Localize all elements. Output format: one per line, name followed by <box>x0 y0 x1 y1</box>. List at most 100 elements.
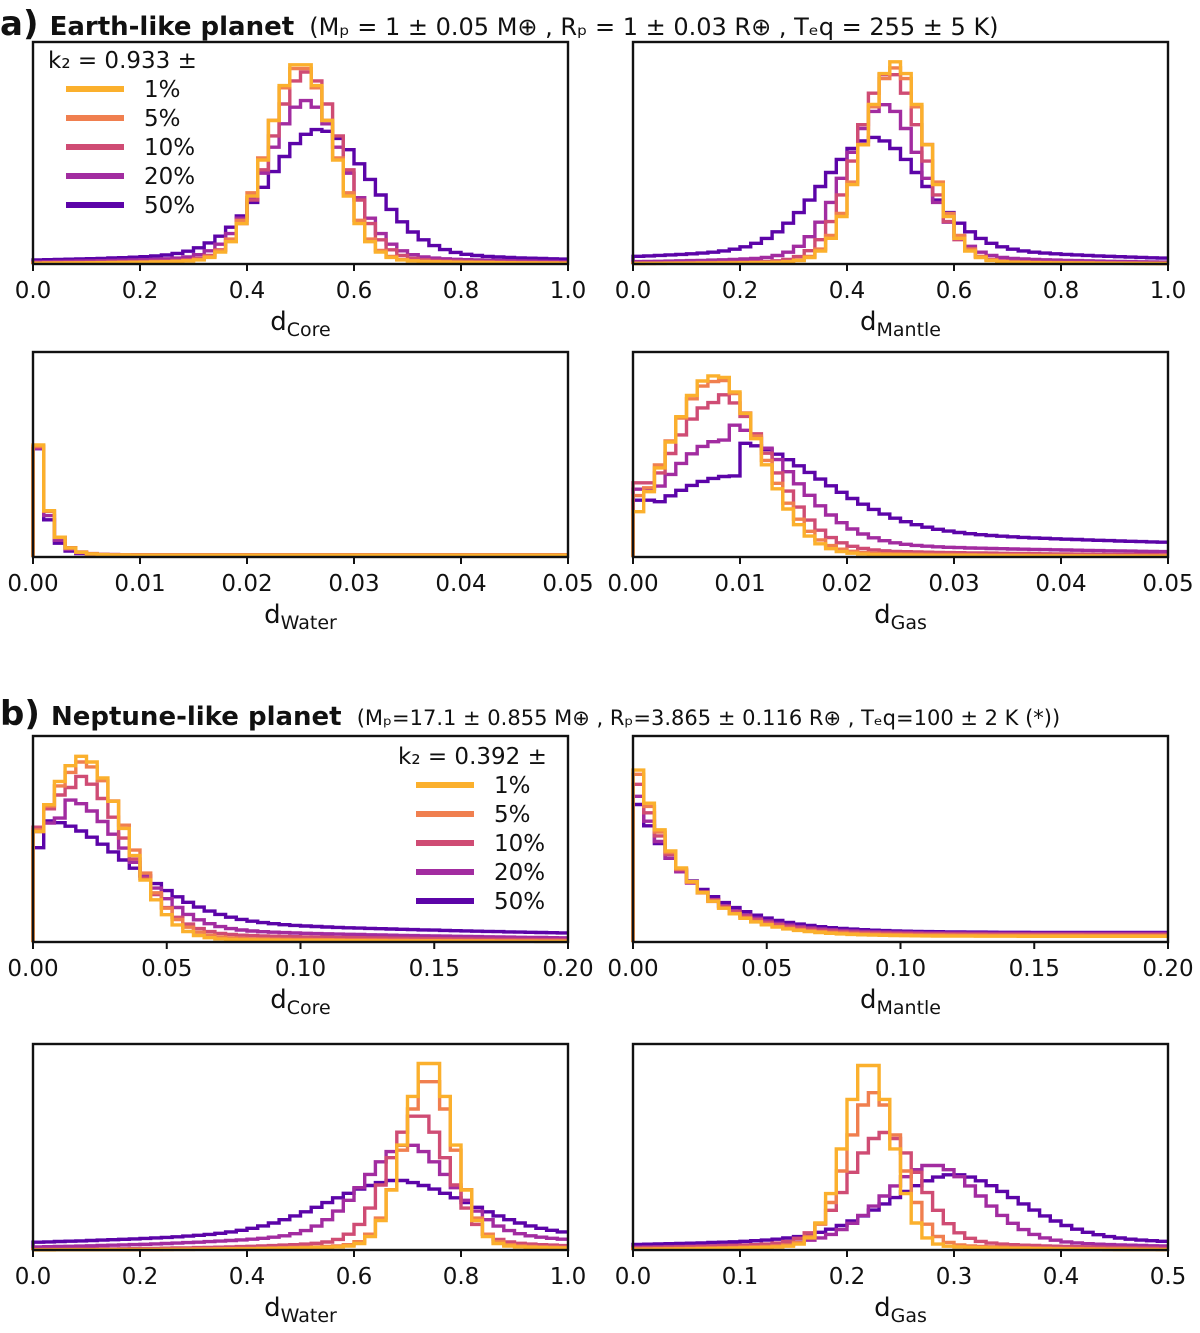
section-b-params: (Mₚ=17.1 ± 0.855 M⊕ , Rₚ=3.865 ± 0.116 R… <box>356 706 1061 730</box>
histogram-series-50pct <box>31 819 568 942</box>
x-tick-label: 0.20 <box>542 956 593 982</box>
x-tick-label: 0.5 <box>1150 1264 1187 1290</box>
legend-label: 20% <box>144 164 195 190</box>
histogram-series-50pct <box>31 1178 568 1250</box>
x-tick-label: 0.00 <box>607 956 658 982</box>
axes-frame <box>631 40 1170 266</box>
x-tick-label: 0.6 <box>936 278 973 304</box>
section-a-letter: a) <box>0 4 39 44</box>
x-tick-label: 0.0 <box>15 278 52 304</box>
section-a-title: Earth-like planet <box>49 12 295 42</box>
axes-frame <box>631 734 1170 944</box>
legend-label: 1% <box>494 773 531 799</box>
x-tick-label: 0.6 <box>336 1264 373 1290</box>
histogram-series-5pct <box>631 378 1168 558</box>
histogram-series-10pct <box>631 782 1168 942</box>
axes-frame <box>631 350 1170 559</box>
histogram-series-1pct <box>631 768 1168 942</box>
x-tick-label: 0.8 <box>443 278 480 304</box>
histogram-series-20pct <box>631 794 1168 942</box>
histogram-series-20pct <box>31 98 568 264</box>
histogram-series-5pct <box>31 1080 568 1252</box>
x-tick-label: 0.0 <box>15 1264 52 1290</box>
legend-1: k₂ = 0.933 ± 1% 5% 10% 20% 50% <box>48 48 197 219</box>
histogram-series-20pct <box>631 423 1168 557</box>
histogram-series-1pct <box>631 1063 1168 1252</box>
histogram-series-5pct <box>631 772 1168 942</box>
axes-frame <box>31 1042 570 1252</box>
x-tick-label: 0.4 <box>829 278 866 304</box>
histogram-series-20pct <box>631 103 1168 264</box>
x-tick-label: 0.3 <box>936 1264 973 1290</box>
histogram-series-50pct <box>631 802 1168 942</box>
axes-frame <box>31 350 570 559</box>
histogram-series-10pct <box>31 445 568 557</box>
x-tick-label: 0.1 <box>722 1264 759 1290</box>
x-tick-label: 0.4 <box>229 278 266 304</box>
x-tick-label: 0.8 <box>443 1264 480 1290</box>
x-axis-label: dWater <box>264 1293 337 1327</box>
x-tick-label: 0.05 <box>542 571 593 597</box>
x-tick-label: 0.03 <box>328 571 379 597</box>
x-tick-label: 0.01 <box>714 571 765 597</box>
x-tick-label: 0.15 <box>1009 956 1060 982</box>
legend-label: 5% <box>144 106 181 132</box>
x-tick-label: 0.10 <box>275 956 326 982</box>
histogram-series-10pct <box>631 73 1168 265</box>
histogram-panel-7: 0.0 0.2 0.4 0.6 0.8 1.0 dWater <box>15 1042 587 1327</box>
x-axis-label: dMantle <box>860 985 941 1019</box>
histogram-series-50pct <box>31 127 568 264</box>
x-tick-label: 0.0 <box>615 1264 652 1290</box>
x-tick-label: 1.0 <box>1150 278 1187 304</box>
histogram-series-20pct <box>31 446 568 557</box>
legend-title: k₂ = 0.392 ± <box>398 744 547 770</box>
x-axis-label: dCore <box>270 985 331 1019</box>
legend-label: 20% <box>494 860 545 886</box>
section-a-heading: a) Earth-like planet (Mₚ = 1 ± 0.05 M⊕ ,… <box>0 4 999 44</box>
histogram-series-10pct <box>631 393 1168 557</box>
x-tick-label: 1.0 <box>550 1264 587 1290</box>
legend-label: 5% <box>494 802 531 828</box>
histogram-series-20pct <box>31 1143 568 1250</box>
histogram-panel-4: 0.00 0.01 0.02 0.03 0.04 0.05 dGas <box>607 350 1194 634</box>
histogram-series-1pct <box>31 754 568 944</box>
legend-label: 1% <box>144 77 181 103</box>
x-tick-label: 0.20 <box>1142 956 1193 982</box>
x-tick-label: 0.05 <box>1142 571 1193 597</box>
histogram-series-20pct <box>31 798 568 942</box>
section-b-title: Neptune-like planet <box>50 702 342 732</box>
x-tick-label: 0.8 <box>1043 278 1080 304</box>
x-axis-label: dGas <box>874 1293 927 1327</box>
histogram-series-1pct <box>31 63 568 265</box>
histogram-panel-5: 0.00 0.05 0.10 0.15 0.20 dCore <box>7 734 594 1019</box>
section-a-params: (Mₚ = 1 ± 0.05 M⊕ , Rₚ = 1 ± 0.03 R⊕ , T… <box>309 13 999 41</box>
histogram-series-50pct <box>631 135 1168 264</box>
legend-title: k₂ = 0.933 ± <box>48 48 197 74</box>
x-tick-label: 0.05 <box>141 956 192 982</box>
x-tick-label: 1.0 <box>550 278 587 304</box>
x-tick-label: 0.04 <box>1035 571 1086 597</box>
section-b-letter: b) <box>0 694 40 734</box>
x-tick-label: 0.01 <box>114 571 165 597</box>
histogram-panel-8: 0.0 0.1 0.2 0.3 0.4 0.5 dGas <box>615 1042 1187 1327</box>
legend-label: 50% <box>144 193 195 219</box>
x-tick-label: 0.10 <box>875 956 926 982</box>
x-axis-label: dMantle <box>860 307 941 341</box>
histogram-series-5pct <box>31 444 568 557</box>
x-tick-label: 0.15 <box>409 956 460 982</box>
x-tick-label: 0.6 <box>336 278 373 304</box>
histogram-panel-3: 0.00 0.01 0.02 0.03 0.04 0.05 dWater <box>7 350 594 634</box>
x-tick-label: 0.0 <box>615 278 652 304</box>
axes-frame <box>31 40 570 266</box>
x-tick-label: 0.03 <box>928 571 979 597</box>
histogram-series-1pct <box>31 1061 568 1252</box>
histogram-series-50pct <box>31 447 568 557</box>
x-axis-label: dCore <box>270 307 331 341</box>
histogram-series-5pct <box>31 66 568 265</box>
legend-2: k₂ = 0.392 ± 1% 5% 10% 20% 50% <box>398 744 547 915</box>
x-tick-label: 0.2 <box>722 278 759 304</box>
x-tick-label: 0.2 <box>122 1264 159 1290</box>
x-tick-label: 0.4 <box>1043 1264 1080 1290</box>
legend-label: 50% <box>494 889 545 915</box>
